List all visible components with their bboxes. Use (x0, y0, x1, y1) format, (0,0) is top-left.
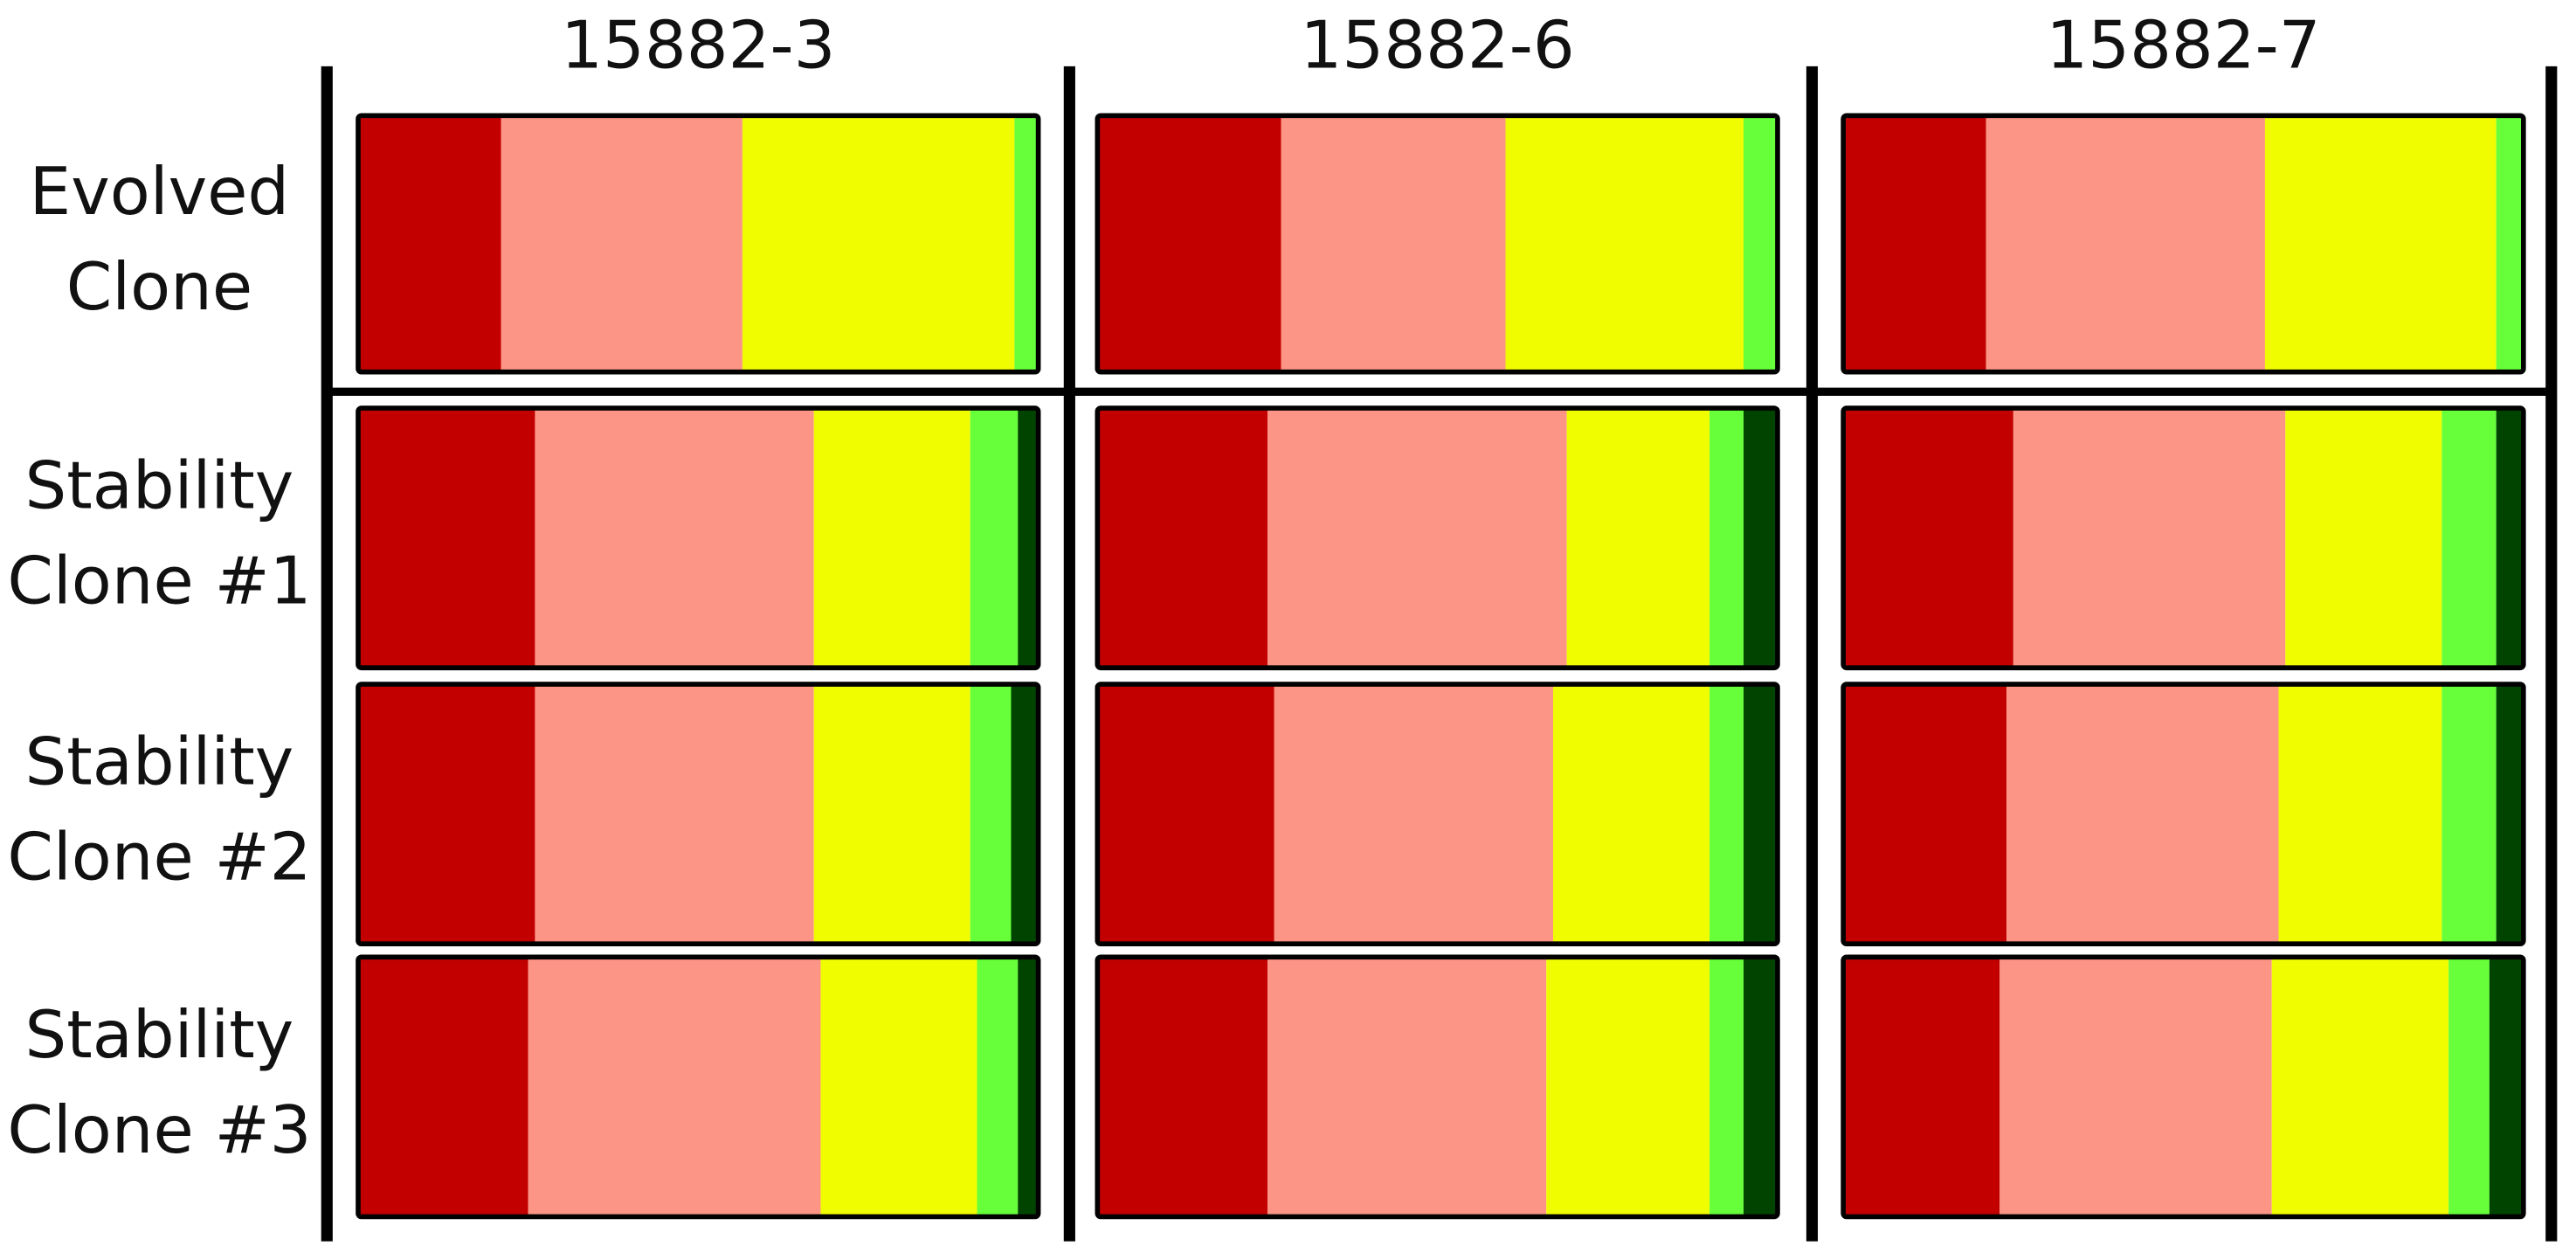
bar-segment (535, 684, 814, 945)
row-label: Clone (66, 248, 252, 325)
bar-segment (1546, 957, 1710, 1217)
bar-segment (1505, 115, 1744, 372)
bar-segment (1097, 684, 1274, 945)
row-label: Evolved (30, 153, 290, 230)
bar-segment (2448, 957, 2490, 1217)
row-label: Clone #1 (7, 543, 311, 620)
bar-segment (1843, 684, 2007, 945)
bar-segment (813, 408, 970, 668)
bar-frame (1840, 405, 2526, 671)
bar-segment (970, 408, 1019, 668)
bar-segment (1744, 115, 1778, 372)
bar-segment (813, 684, 970, 945)
bar-frame (1095, 954, 1780, 1220)
bar-segment (820, 957, 977, 1217)
bar-segment (2271, 957, 2449, 1217)
bar-segment (1566, 408, 1710, 668)
bar-segment (358, 408, 535, 668)
bar-segment (1843, 957, 2000, 1217)
bar-segment (1097, 408, 1267, 668)
bar-segment (1267, 957, 1547, 1217)
row-label: Stability (25, 996, 294, 1073)
bar-segment (2441, 684, 2497, 945)
bar-frame (1840, 682, 2526, 947)
bar-segment (1986, 115, 2265, 372)
bar-segment (1553, 684, 1710, 945)
row-label: Clone #2 (7, 819, 311, 896)
bar-frame (356, 682, 1041, 947)
bar-segment (2006, 684, 2279, 945)
bar-segment (1744, 957, 1778, 1217)
bar-frame (356, 954, 1041, 1220)
bar-frame (356, 113, 1041, 375)
row-label: Stability (25, 723, 294, 800)
column-header: 15882-3 (561, 7, 835, 84)
bar-segment (2489, 957, 2524, 1217)
bar-segment (358, 115, 501, 372)
bar-segment (358, 957, 528, 1217)
bar-frame (1095, 113, 1780, 375)
dividers (321, 66, 2558, 1242)
row-label: Clone #3 (7, 1091, 311, 1168)
bar-segment (1843, 408, 2013, 668)
bar-frame (1840, 113, 2526, 375)
bar-segment (2013, 408, 2286, 668)
bar-segment (2496, 684, 2524, 945)
bar-frame (1095, 682, 1780, 947)
bar-segment (1744, 408, 1778, 668)
bar-segment (970, 684, 1012, 945)
column-header: 15882-7 (2046, 7, 2320, 84)
bar-segment (2496, 115, 2524, 372)
bar-segment (1014, 115, 1039, 372)
bar-segment (2278, 684, 2442, 945)
bar-segment (535, 408, 814, 668)
row-label: Stability (25, 447, 294, 524)
column-header: 15882-6 (1301, 7, 1575, 84)
bar-segment (1097, 957, 1267, 1217)
bar-segment (2264, 115, 2497, 372)
bar-segment (742, 115, 1015, 372)
bar-segment (2285, 408, 2442, 668)
bar-segment (1097, 115, 1281, 372)
bar-frame (1840, 954, 2526, 1220)
bar-frame (356, 405, 1041, 671)
bar-segment (1999, 957, 2272, 1217)
bar-segment (1018, 408, 1039, 668)
bar-segment (1843, 115, 1986, 372)
bar-segment (358, 684, 535, 945)
bar-segment (977, 957, 1019, 1217)
bar-segment (528, 957, 821, 1217)
bar-segment (2441, 408, 2497, 668)
bar-segment (2496, 408, 2524, 668)
bar-segment (1709, 408, 1744, 668)
bar-segment (1018, 957, 1039, 1217)
bar-frame (1095, 405, 1780, 671)
bar-segment (501, 115, 742, 372)
bar-segment (1281, 115, 1506, 372)
bar-segment (1011, 684, 1039, 945)
bar-segment (1744, 684, 1778, 945)
bar-segment (1709, 684, 1744, 945)
bar-segment (1274, 684, 1554, 945)
bar-segment (1267, 408, 1567, 668)
bar-segment (1709, 957, 1744, 1217)
